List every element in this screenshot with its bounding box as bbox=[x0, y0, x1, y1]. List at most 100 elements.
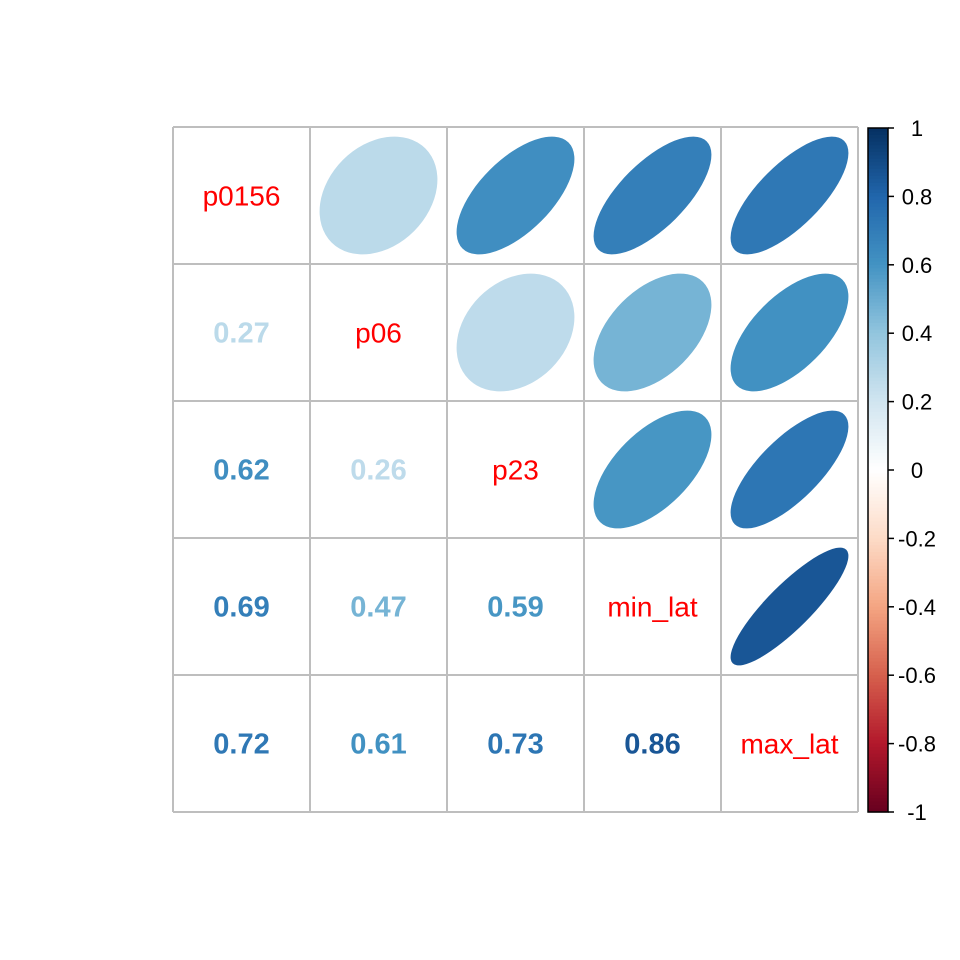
colorbar-segment bbox=[868, 257, 888, 262]
colorbar-segment bbox=[868, 452, 888, 457]
cell-p23-p23 bbox=[447, 401, 584, 538]
variable-label-p06: p06 bbox=[355, 318, 402, 349]
colorbar-segment bbox=[868, 350, 888, 355]
colorbar-segment bbox=[868, 384, 888, 389]
colorbar-segment bbox=[868, 186, 888, 191]
colorbar-segment bbox=[868, 770, 888, 775]
colorbar-segment bbox=[868, 579, 888, 584]
colorbar-segment bbox=[868, 702, 888, 707]
cell-max_lat-p0156 bbox=[173, 675, 310, 812]
variable-label-max_lat: max_lat bbox=[740, 729, 838, 760]
colorbar-segment bbox=[868, 333, 888, 338]
colorbar-segment bbox=[868, 179, 888, 184]
colorbar-segment bbox=[868, 610, 888, 615]
colorbar-segment bbox=[868, 688, 888, 693]
colorbar-segment bbox=[868, 716, 888, 721]
colorbar-segment bbox=[868, 562, 888, 567]
colorbar-segment bbox=[868, 261, 888, 266]
colorbar-segment bbox=[868, 169, 888, 174]
colorbar-segment bbox=[868, 148, 888, 153]
colorbar-segment bbox=[868, 634, 888, 639]
colorbar-segment bbox=[868, 521, 888, 526]
colorbar-segment bbox=[868, 446, 888, 451]
colorbar-segment bbox=[868, 805, 888, 810]
colorbar-tick-label: 1 bbox=[911, 116, 923, 141]
colorbar-segment bbox=[868, 275, 888, 280]
colorbar-segment bbox=[868, 370, 888, 375]
colorbar-segment bbox=[868, 726, 888, 731]
colorbar-segment bbox=[868, 240, 888, 245]
colorbar-segment bbox=[868, 435, 888, 440]
colorbar-segment bbox=[868, 216, 888, 221]
coef-p06-p0156: 0.27 bbox=[213, 318, 269, 350]
colorbar-segment bbox=[868, 138, 888, 143]
colorbar-segment bbox=[868, 589, 888, 594]
colorbar-segment bbox=[868, 774, 888, 779]
colorbar-tick-label: 0.4 bbox=[902, 321, 933, 346]
colorbar-segment bbox=[868, 213, 888, 218]
colorbar-segment bbox=[868, 151, 888, 156]
cell-max_lat-min_lat bbox=[584, 675, 721, 812]
colorbar-segment bbox=[868, 781, 888, 786]
colorbar-segment bbox=[868, 268, 888, 273]
coef-min_lat-p06: 0.47 bbox=[350, 592, 406, 624]
colorbar-segment bbox=[868, 743, 888, 748]
ellipse-p06-p23 bbox=[456, 273, 575, 392]
colorbar-segment bbox=[868, 288, 888, 293]
colorbar-segment bbox=[868, 808, 888, 813]
colorbar-segment bbox=[868, 466, 888, 471]
colorbar-segment bbox=[868, 497, 888, 502]
colorbar-segment bbox=[868, 131, 888, 136]
colorbar-segment bbox=[868, 230, 888, 235]
colorbar-segment bbox=[868, 476, 888, 481]
colorbar-segment bbox=[868, 500, 888, 505]
cell-max_lat-p06 bbox=[310, 675, 447, 812]
colorbar-segment bbox=[868, 603, 888, 608]
colorbar-segment bbox=[868, 671, 888, 676]
variable-label-p23: p23 bbox=[492, 455, 539, 486]
colorbar-tick-label: 0.6 bbox=[902, 253, 933, 278]
colorbar-segment bbox=[868, 675, 888, 680]
colorbar-segment bbox=[868, 128, 888, 133]
colorbar-segment bbox=[868, 647, 888, 652]
colorbar-segment bbox=[868, 545, 888, 550]
colorbar-segment bbox=[868, 309, 888, 314]
colorbar-segment bbox=[868, 576, 888, 581]
colorbar-segment bbox=[868, 203, 888, 208]
cell-min_lat-p23 bbox=[447, 538, 584, 675]
coef-max_lat-min_lat: 0.86 bbox=[624, 729, 680, 761]
colorbar-segment bbox=[868, 227, 888, 232]
colorbar-segment bbox=[868, 794, 888, 799]
colorbar-segment bbox=[868, 360, 888, 365]
ellipse-p23-max_lat bbox=[730, 410, 849, 529]
colorbar-segment bbox=[868, 480, 888, 485]
colorbar-segment bbox=[868, 764, 888, 769]
colorbar-segment bbox=[868, 357, 888, 362]
colorbar-segment bbox=[868, 394, 888, 399]
colorbar-segment bbox=[868, 750, 888, 755]
colorbar-segment bbox=[868, 699, 888, 704]
colorbar-tick-label: 0.2 bbox=[902, 390, 933, 415]
colorbar-segment bbox=[868, 405, 888, 410]
colorbar-segment bbox=[868, 292, 888, 297]
colorbar-segment bbox=[868, 182, 888, 187]
colorbar-segment bbox=[868, 387, 888, 392]
colorbar-segment bbox=[868, 220, 888, 225]
cell-min_lat-min_lat bbox=[584, 538, 721, 675]
colorbar-segment bbox=[868, 367, 888, 372]
colorbar-segment bbox=[868, 664, 888, 669]
colorbar-segment bbox=[868, 401, 888, 406]
coef-max_lat-p0156: 0.72 bbox=[213, 729, 269, 761]
colorbar-segment bbox=[868, 278, 888, 283]
ellipse-p23-min_lat bbox=[593, 410, 712, 529]
colorbar-segment bbox=[868, 336, 888, 341]
colorbar-tick-label: 0 bbox=[911, 458, 923, 483]
colorbar-segment bbox=[868, 658, 888, 663]
colorbar-segment bbox=[868, 428, 888, 433]
colorbar-segment bbox=[868, 473, 888, 478]
colorbar-segment bbox=[868, 340, 888, 345]
colorbar-segment bbox=[868, 439, 888, 444]
colorbar-segment bbox=[868, 644, 888, 649]
colorbar-segment bbox=[868, 264, 888, 269]
colorbar-segment bbox=[868, 517, 888, 522]
